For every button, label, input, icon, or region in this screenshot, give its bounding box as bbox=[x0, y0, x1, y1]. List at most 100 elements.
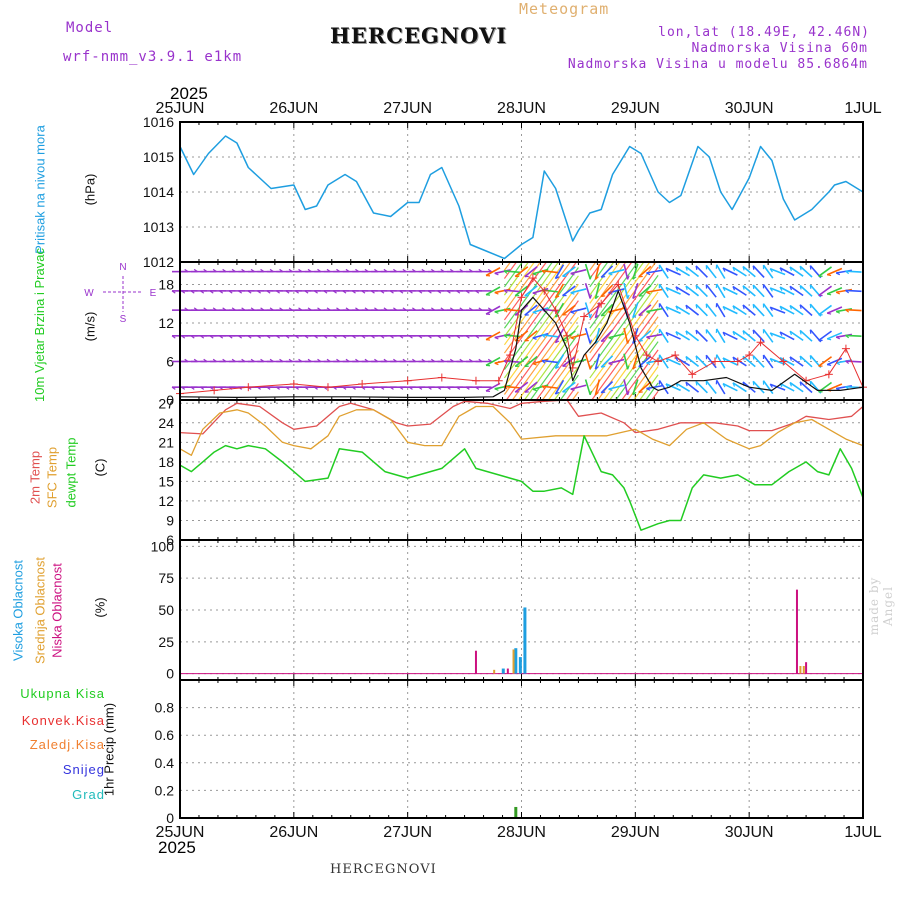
wind-barb bbox=[742, 285, 756, 297]
wind-barb bbox=[695, 380, 708, 394]
wind-barb bbox=[503, 289, 521, 293]
y-tick-label: 0 bbox=[166, 810, 174, 826]
wind-barb-head bbox=[276, 335, 280, 339]
wind-barb bbox=[485, 331, 501, 341]
model-name: wrf-nmm_v3.9.1 e1km bbox=[63, 49, 243, 65]
wind-barb-head bbox=[845, 334, 850, 339]
wind-barb bbox=[562, 285, 576, 297]
wind-barb bbox=[732, 330, 747, 341]
wind-barb-head bbox=[722, 332, 726, 337]
wind-barb bbox=[600, 303, 614, 317]
panel-frame bbox=[179, 399, 864, 541]
wind-barb-head bbox=[532, 292, 537, 295]
y-tick-label: 15 bbox=[158, 473, 174, 489]
wind-barb-head bbox=[342, 335, 347, 339]
wind-barb-head bbox=[752, 284, 755, 290]
storm-hatch bbox=[589, 261, 639, 329]
wind-barb-head bbox=[665, 332, 669, 337]
wind-barb-head bbox=[427, 386, 432, 390]
precip-label-total: Ukupna Kisa bbox=[20, 686, 105, 701]
wind-barb-head bbox=[589, 390, 593, 395]
wind-barb-head bbox=[456, 290, 461, 294]
wind-barb-head bbox=[627, 339, 630, 344]
wind-barb-head bbox=[601, 365, 606, 368]
cloud-bar bbox=[474, 650, 477, 674]
wind-barb bbox=[675, 331, 691, 341]
wind-barb-head bbox=[722, 306, 726, 311]
wind-barb bbox=[818, 330, 832, 342]
wind-barb bbox=[514, 285, 529, 297]
wind-barb bbox=[685, 355, 700, 368]
wind-barb bbox=[789, 381, 804, 393]
wind-barb bbox=[752, 303, 765, 317]
wind-barb bbox=[584, 353, 592, 370]
y-tick-label: 0 bbox=[166, 666, 174, 682]
wind-barb-head bbox=[181, 386, 186, 390]
wind-barb-head bbox=[752, 265, 755, 270]
wind-barb-head bbox=[769, 287, 773, 292]
wind-barb-head bbox=[446, 335, 451, 339]
storm-hatch bbox=[589, 261, 621, 304]
wind-barb bbox=[722, 331, 738, 341]
wind-barb bbox=[554, 283, 565, 299]
wind-barb-head bbox=[446, 290, 451, 294]
wind-barb-head bbox=[238, 335, 243, 339]
wind-barb bbox=[554, 354, 565, 369]
storm-hatch bbox=[503, 261, 523, 288]
wind-barb bbox=[623, 353, 629, 370]
wind-barb bbox=[722, 286, 738, 296]
wind-barb-head bbox=[732, 356, 736, 362]
wind-barb-head bbox=[494, 336, 499, 340]
wind-barb bbox=[789, 304, 804, 316]
wind-barb bbox=[503, 308, 521, 312]
wind-barb bbox=[594, 263, 601, 280]
wind-barb-head bbox=[171, 290, 176, 294]
wind-barb-head bbox=[294, 335, 299, 339]
wind-barb-head bbox=[238, 290, 243, 294]
wind-barb-head bbox=[769, 332, 773, 337]
altitude-label: Nadmorska Visina 60m bbox=[691, 41, 868, 56]
wind-barb bbox=[594, 302, 601, 319]
wind-barb-head bbox=[228, 335, 233, 339]
temp2m-line bbox=[179, 399, 864, 435]
wind-barb bbox=[608, 333, 625, 339]
wind-barb-head bbox=[389, 290, 394, 294]
wind-barb bbox=[799, 329, 813, 342]
wind-barb-head bbox=[646, 291, 651, 295]
storm-hatch bbox=[503, 261, 541, 313]
wind-barb-head bbox=[285, 386, 290, 390]
wind-barb bbox=[705, 303, 717, 317]
wind-barb-head bbox=[257, 335, 262, 339]
wind-barb bbox=[632, 353, 639, 370]
y-tick-label: 25 bbox=[158, 634, 174, 650]
wind-barb bbox=[658, 328, 669, 343]
wind-barb bbox=[779, 267, 795, 277]
x-tick-label-bottom: 1JUL bbox=[844, 824, 881, 841]
wind-barb-head bbox=[437, 290, 442, 294]
wind-barb bbox=[779, 331, 795, 341]
cloud-bar bbox=[795, 589, 798, 674]
wind-barb bbox=[554, 379, 565, 395]
x-tick-label-top: 27JUN bbox=[383, 100, 432, 117]
wind-barb bbox=[570, 307, 587, 313]
wind-barb bbox=[665, 306, 681, 315]
wind-barb-head bbox=[646, 310, 651, 314]
wind-barb bbox=[695, 284, 708, 298]
wind-barb-head bbox=[313, 335, 318, 339]
wind-barb bbox=[769, 357, 786, 366]
precip-label-freezing: Zaledj.Kisa bbox=[29, 737, 105, 752]
y-tick-label: 0.4 bbox=[155, 755, 175, 771]
storm-hatch bbox=[589, 275, 659, 370]
wind-barb-head bbox=[827, 312, 832, 315]
wind-barb bbox=[632, 302, 639, 318]
wind-barb bbox=[845, 360, 862, 363]
wind-barb bbox=[685, 381, 700, 393]
wind-barb bbox=[675, 382, 691, 392]
precip-label-hail: Grad bbox=[72, 787, 105, 802]
wind-barb bbox=[695, 265, 708, 278]
wind-barb bbox=[532, 307, 549, 314]
wind-barb bbox=[752, 329, 765, 343]
storm-hatch bbox=[589, 261, 657, 354]
wind-barb-head bbox=[475, 386, 480, 390]
wind-barb bbox=[646, 288, 663, 294]
